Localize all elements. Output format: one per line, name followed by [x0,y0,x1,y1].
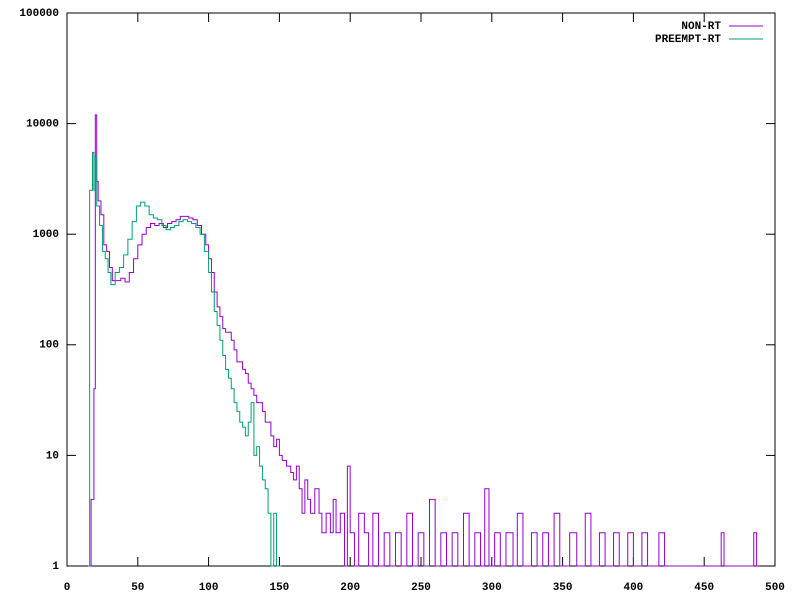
x-tick-label: 100 [199,582,219,594]
x-tick-label: 500 [765,582,785,594]
y-tick-label: 10000 [26,119,59,131]
x-tick-label: 200 [340,582,360,594]
y-tick-label: 10 [46,450,59,462]
x-tick-label: 0 [64,582,71,594]
x-tick-label: 300 [482,582,502,594]
y-tick-label: 100 [39,340,59,352]
y-tick-label: 100000 [19,8,59,20]
legend-label: NON-RT [681,21,721,33]
x-tick-label: 150 [269,582,289,594]
x-tick-label: 400 [623,582,643,594]
x-tick-label: 50 [131,582,144,594]
data-line [88,114,759,567]
y-tick-label: 1 [52,561,59,573]
y-tick-label: 1000 [33,229,59,241]
legend-label: PREEMPT-RT [655,34,721,46]
x-tick-label: 250 [411,582,431,594]
plot-frame [66,12,776,567]
x-tick-label: 450 [694,582,714,594]
data-line [88,151,282,567]
x-tick-label: 350 [553,582,573,594]
